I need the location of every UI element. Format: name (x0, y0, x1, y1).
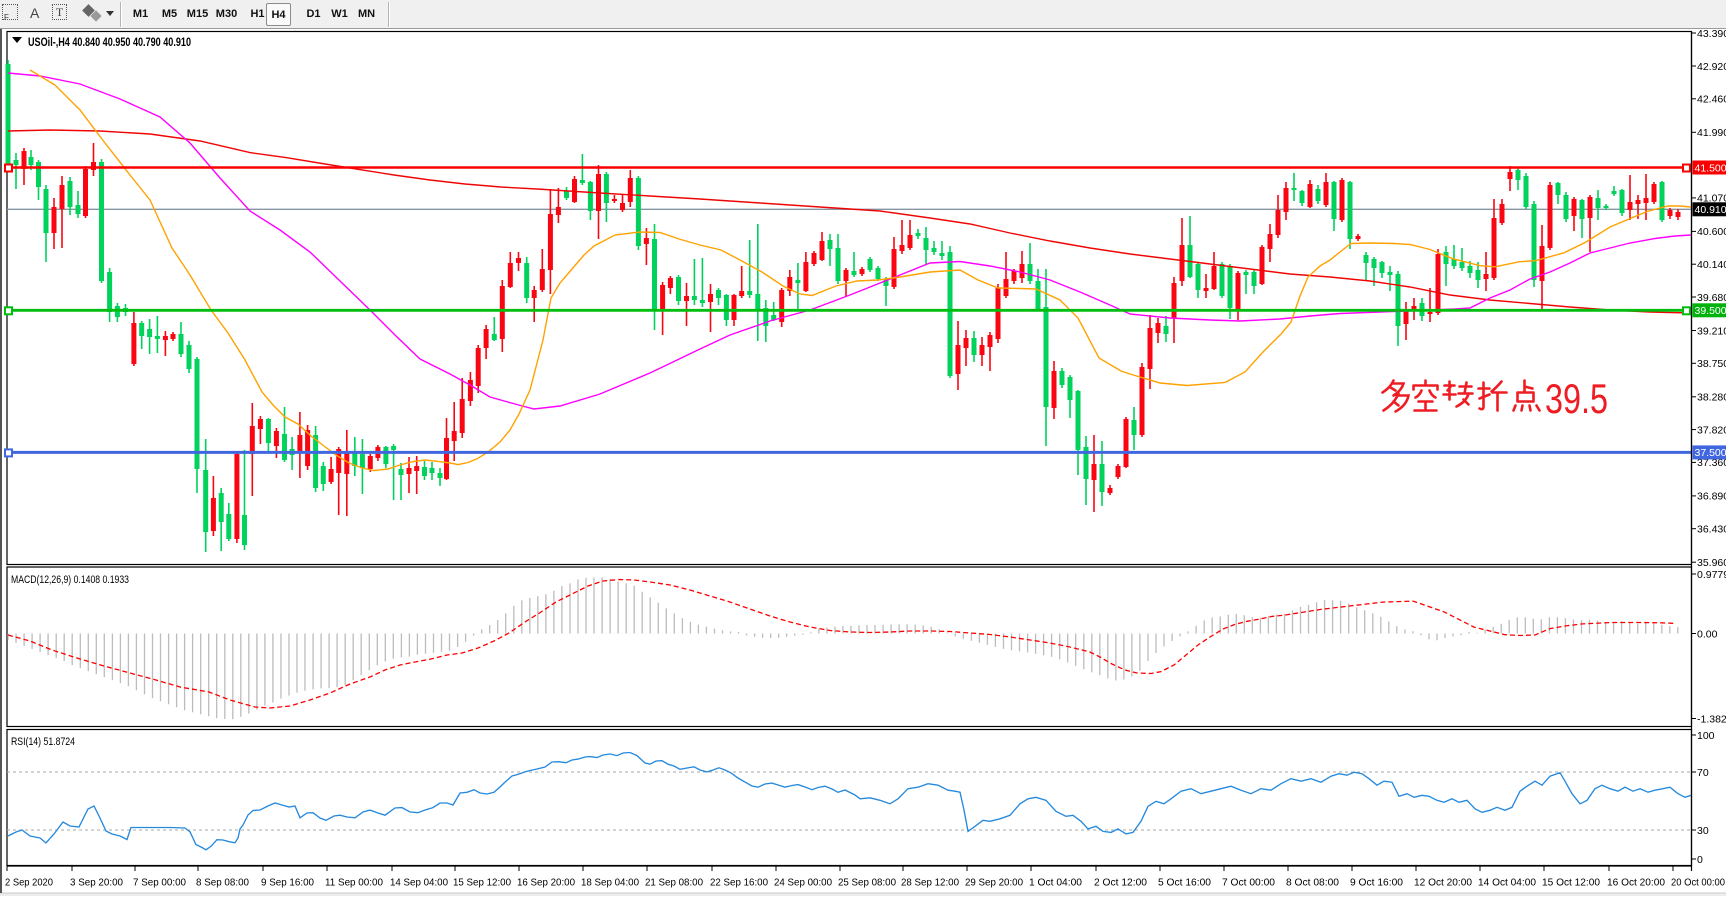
svg-text:40.600: 40.600 (1697, 226, 1726, 238)
svg-text:0.9779: 0.9779 (1697, 569, 1726, 581)
svg-text:42.920: 42.920 (1697, 61, 1726, 73)
svg-text:7 Sep 00:00: 7 Sep 00:00 (133, 877, 186, 889)
svg-text:36.890: 36.890 (1697, 491, 1726, 503)
svg-text:12 Oct 20:00: 12 Oct 20:00 (1414, 877, 1472, 889)
svg-text:14 Oct 04:00: 14 Oct 04:00 (1478, 877, 1536, 889)
svg-text:36.430: 36.430 (1697, 524, 1726, 536)
svg-text:39.5: 39.5 (1545, 375, 1608, 422)
svg-text:37.500: 37.500 (1695, 447, 1726, 459)
svg-text:35.960: 35.960 (1697, 557, 1726, 569)
svg-text:40.910: 40.910 (1695, 204, 1726, 216)
svg-text:39.210: 39.210 (1697, 325, 1726, 337)
svg-text:39.500: 39.500 (1695, 305, 1726, 317)
svg-text:16 Sep 20:00: 16 Sep 20:00 (517, 877, 575, 889)
svg-text:2 Sep 2020: 2 Sep 2020 (5, 877, 53, 889)
svg-text:USOil-,H4 40.840 40.950 40.79: USOil-,H4 40.840 40.950 40.790 40.910 (28, 35, 191, 49)
svg-text:15 Oct 12:00: 15 Oct 12:00 (1542, 877, 1600, 889)
svg-text:37.820: 37.820 (1697, 424, 1726, 436)
svg-text:21 Sep 08:00: 21 Sep 08:00 (645, 877, 703, 889)
svg-text:9 Sep 16:00: 9 Sep 16:00 (261, 877, 314, 889)
svg-text:28 Sep 12:00: 28 Sep 12:00 (901, 877, 959, 889)
svg-text:MACD(12,26,9) 0.1408 0.1933: MACD(12,26,9) 0.1408 0.1933 (11, 574, 129, 586)
svg-text:RSI(14) 51.8724: RSI(14) 51.8724 (11, 736, 75, 748)
svg-text:41.500: 41.500 (1695, 162, 1726, 174)
svg-text:11 Sep 00:00: 11 Sep 00:00 (325, 877, 383, 889)
svg-text:22 Sep 16:00: 22 Sep 16:00 (710, 877, 768, 889)
svg-text:24 Sep 00:00: 24 Sep 00:00 (774, 877, 832, 889)
svg-text:8 Sep 08:00: 8 Sep 08:00 (196, 877, 249, 889)
svg-text:30: 30 (1697, 825, 1709, 837)
svg-text:20 Oct 00:00: 20 Oct 00:00 (1671, 877, 1725, 889)
svg-text:15 Sep 12:00: 15 Sep 12:00 (453, 877, 511, 889)
svg-text:1 Oct 04:00: 1 Oct 04:00 (1029, 877, 1082, 889)
svg-text:14 Sep 04:00: 14 Sep 04:00 (390, 877, 448, 889)
svg-text:39.680: 39.680 (1697, 292, 1726, 304)
svg-text:0.00: 0.00 (1697, 628, 1718, 640)
svg-text:70: 70 (1697, 767, 1709, 779)
svg-text:9 Oct 16:00: 9 Oct 16:00 (1350, 877, 1403, 889)
svg-text:3 Sep 20:00: 3 Sep 20:00 (70, 877, 123, 889)
svg-text:38.280: 38.280 (1697, 392, 1726, 404)
svg-text:2 Oct 12:00: 2 Oct 12:00 (1094, 877, 1147, 889)
svg-text:5 Oct 16:00: 5 Oct 16:00 (1158, 877, 1211, 889)
svg-text:100: 100 (1697, 730, 1715, 742)
svg-text:41.990: 41.990 (1697, 127, 1726, 139)
svg-text:-1.382: -1.382 (1697, 713, 1726, 725)
svg-text:16 Oct 20:00: 16 Oct 20:00 (1607, 877, 1665, 889)
svg-text:18 Sep 04:00: 18 Sep 04:00 (581, 877, 639, 889)
svg-text:0: 0 (1697, 854, 1703, 866)
svg-text:29 Sep 20:00: 29 Sep 20:00 (965, 877, 1023, 889)
svg-text:40.140: 40.140 (1697, 259, 1726, 271)
svg-text:25 Sep 08:00: 25 Sep 08:00 (838, 877, 896, 889)
svg-text:42.460: 42.460 (1697, 94, 1726, 106)
svg-text:7 Oct 00:00: 7 Oct 00:00 (1222, 877, 1275, 889)
svg-text:8 Oct 08:00: 8 Oct 08:00 (1286, 877, 1339, 889)
svg-text:38.750: 38.750 (1697, 358, 1726, 370)
svg-text:43.390: 43.390 (1697, 28, 1726, 40)
